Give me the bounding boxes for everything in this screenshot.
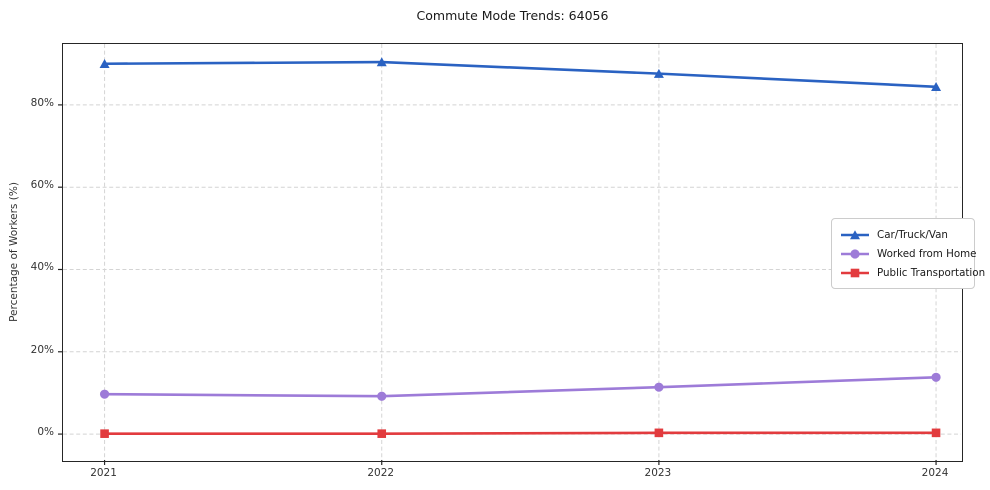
data-point-car-truck-van [376,57,387,67]
y-tick-label: 80% [30,96,54,109]
square-marker-icon [841,268,869,277]
chart-title: Commute Mode Trends: 64056 [416,8,609,23]
data-point-car-truck-van [99,58,110,68]
legend-label: Worked from Home [877,247,977,260]
data-point-worked-from-home [99,389,110,399]
triangle-marker-icon [841,229,869,239]
legend-marker-icon [850,229,860,239]
legend: Car/Truck/Van Worked from Home Public Tran… [831,218,985,289]
data-point-public-transportation [654,428,664,438]
x-tick-label: 2023 [644,467,672,479]
series-line-car-truck-van [103,60,938,89]
data-point-worked-from-home [377,391,387,401]
plot-canvas [58,44,961,465]
legend-item: Worked from Home [840,244,977,263]
data-point-car-truck-van [653,68,664,78]
series-line-public-transportation [103,431,938,435]
circle-marker-icon [841,248,869,259]
data-point-car-truck-van [931,81,942,91]
y-tick-label: 60% [30,179,54,192]
legend-marker-icon [850,248,860,259]
y-tick-label: 40% [30,261,54,274]
data-point-public-transportation [931,428,941,438]
legend-label: Public Transportation [877,266,986,279]
x-tick-label: 2022 [367,467,395,479]
series-line-worked-from-home [103,375,938,398]
x-tick-label: 2021 [90,467,117,479]
legend-item: Public Transportation [840,263,985,282]
x-tick-label: 2024 [921,467,949,479]
y-axis-label: Percentage of Workers (%) [8,182,20,322]
legend-label: Car/Truck/Van [877,228,948,241]
legend-item: Car/Truck/Van [840,225,966,244]
data-point-public-transportation [377,429,387,438]
y-tick-label: 20% [30,343,54,356]
legend-marker-icon [850,268,860,277]
data-point-worked-from-home [931,372,941,382]
y-tick-label: 0% [37,426,54,439]
data-point-worked-from-home [654,382,664,392]
data-point-public-transportation [100,429,109,438]
plot-area [58,43,963,465]
